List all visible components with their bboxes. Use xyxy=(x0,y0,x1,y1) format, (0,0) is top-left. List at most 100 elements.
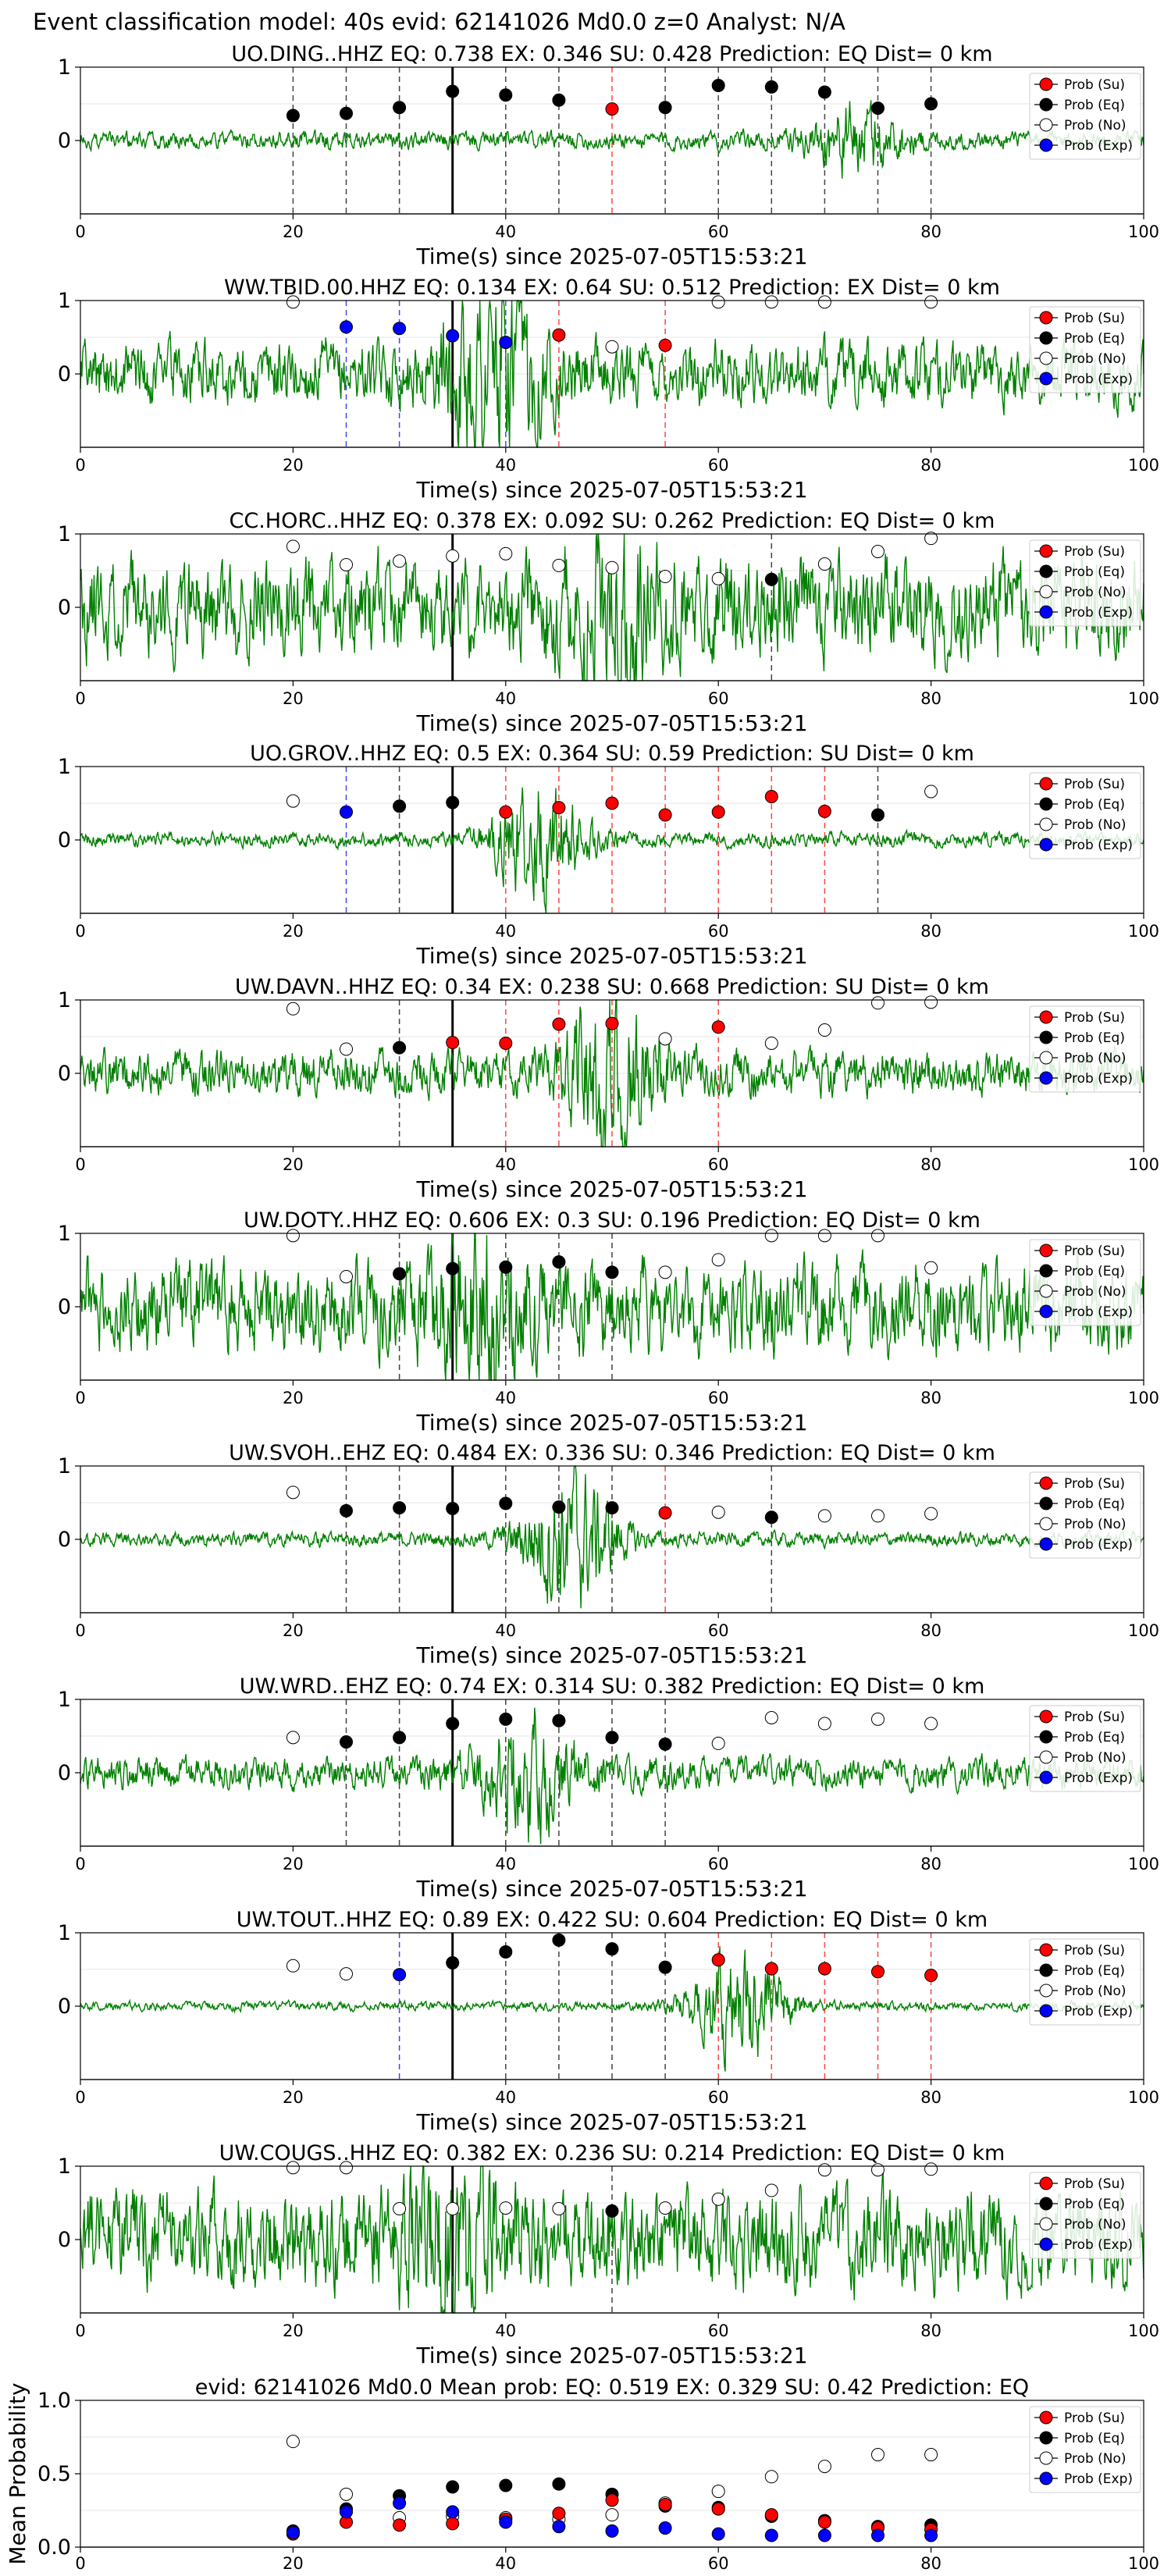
x-tick-label: 0 xyxy=(75,2088,85,2107)
prob-point-no xyxy=(764,1711,778,1724)
prob-point-eq xyxy=(446,1261,460,1276)
prob-point-no xyxy=(393,2202,407,2216)
prob-point-eq xyxy=(764,572,778,586)
prob-point-no xyxy=(552,558,566,572)
y-tick-label: 1 xyxy=(58,1921,71,1945)
prob-point-no xyxy=(658,1265,672,1279)
legend-marker-eq xyxy=(1039,1496,1053,1510)
prob-point-no xyxy=(499,2201,513,2215)
panel-title: UW.COUGS..HHZ EQ: 0.382 EX: 0.236 SU: 0.… xyxy=(219,2141,1005,2165)
x-tick-label: 60 xyxy=(708,1621,729,1640)
legend-label: Prob (Eq) xyxy=(1064,1496,1125,1512)
prob-point-eq xyxy=(446,1717,460,1731)
x-tick-label: 60 xyxy=(708,922,729,941)
prob-point-no xyxy=(871,1712,884,1726)
mean-point-exp xyxy=(499,2515,513,2529)
prob-point-no xyxy=(711,295,725,309)
y-tick-label: 0 xyxy=(58,129,71,153)
prob-point-no xyxy=(340,1269,353,1283)
prob-point-exp xyxy=(393,322,407,336)
legend-marker-exp xyxy=(1039,2471,1053,2485)
x-tick-label: 60 xyxy=(708,2322,729,2340)
x-tick-label: 40 xyxy=(495,1155,516,1174)
prob-point-no xyxy=(286,1002,300,1016)
prob-point-eq xyxy=(393,1731,407,1745)
prob-point-su xyxy=(711,1020,725,1034)
x-tick-label: 100 xyxy=(1128,1855,1159,1873)
legend-marker-exp xyxy=(1039,2237,1053,2251)
legend-label: Prob (No) xyxy=(1064,1984,1127,1999)
waveform-trace xyxy=(80,999,1144,1147)
prob-point-no xyxy=(286,794,300,808)
prob-point-no xyxy=(499,546,513,560)
legend-marker-eq xyxy=(1039,564,1053,578)
panel-title: UO.DING..HHZ EQ: 0.738 EX: 0.346 SU: 0.4… xyxy=(231,42,992,66)
prob-point-eq xyxy=(446,795,460,809)
prob-point-no xyxy=(924,532,938,546)
mean-point-no xyxy=(764,2470,778,2484)
legend-label: Prob (No) xyxy=(1064,1051,1127,1066)
legend-label: Prob (No) xyxy=(1064,817,1127,833)
prob-point-no xyxy=(286,295,300,309)
legend-label: Prob (Su) xyxy=(1064,1943,1125,1959)
mean-point-su xyxy=(711,2502,725,2516)
x-tick-label: 100 xyxy=(1128,222,1159,241)
prob-point-no xyxy=(871,1509,884,1523)
legend-marker-eq xyxy=(1039,2431,1053,2445)
panel-3: UO.GROV..HHZ EQ: 0.5 EX: 0.364 SU: 0.59 … xyxy=(58,742,1159,969)
waveform-trace xyxy=(80,1946,1144,2072)
x-tick-label: 60 xyxy=(708,689,729,708)
legend-marker-eq xyxy=(1039,1730,1053,1744)
legend-marker-su xyxy=(1039,1244,1053,1258)
panel-0: UO.DING..HHZ EQ: 0.738 EX: 0.346 SU: 0.4… xyxy=(58,42,1159,269)
legend-label: Prob (Su) xyxy=(1064,1244,1125,1259)
prob-point-su xyxy=(924,1969,938,1983)
prob-point-eq xyxy=(658,1960,672,1974)
prob-point-eq xyxy=(393,1041,407,1055)
x-tick-label: 60 xyxy=(708,2088,729,2107)
legend-label: Prob (Su) xyxy=(1064,544,1125,560)
mean-point-su xyxy=(446,2517,460,2531)
prob-point-eq xyxy=(552,1933,566,1947)
waveform-trace xyxy=(80,1707,1144,1845)
prob-point-eq xyxy=(658,101,672,115)
y-tick-label: 1 xyxy=(58,522,71,546)
x-tick-label: 40 xyxy=(495,1621,516,1640)
mean-point-exp xyxy=(393,2496,407,2510)
legend-label: Prob (Exp) xyxy=(1064,372,1133,387)
x-axis-label: Time(s) since 2025-07-05T15:53:21 xyxy=(415,1642,807,1668)
prob-point-eq xyxy=(499,1712,513,1726)
panel-title: UO.GROV..HHZ EQ: 0.5 EX: 0.364 SU: 0.59 … xyxy=(250,742,974,766)
mean-point-su xyxy=(552,2507,566,2521)
prob-point-su xyxy=(711,1953,725,1967)
y-tick-label: 1 xyxy=(58,55,71,80)
figure-title: Event classification model: 40s evid: 62… xyxy=(33,9,845,35)
x-tick-label: 20 xyxy=(283,222,304,241)
panels: UO.DING..HHZ EQ: 0.738 EX: 0.346 SU: 0.4… xyxy=(5,42,1159,2573)
panel-title: UW.TOUT..HHZ EQ: 0.89 EX: 0.422 SU: 0.60… xyxy=(237,1908,988,1932)
panel-title: UW.DOTY..HHZ EQ: 0.606 EX: 0.3 SU: 0.196… xyxy=(244,1208,981,1233)
legend-label: Prob (Su) xyxy=(1064,311,1125,326)
prob-point-su xyxy=(871,1965,884,1979)
prob-point-su xyxy=(552,328,566,342)
legend-marker-no xyxy=(1039,1284,1053,1298)
prob-point-exp xyxy=(340,320,353,334)
prob-point-no xyxy=(764,295,778,309)
legend-label: Prob (No) xyxy=(1064,585,1127,600)
prob-point-no xyxy=(286,2161,300,2175)
prob-point-eq xyxy=(393,799,407,813)
prob-point-no xyxy=(817,2163,831,2177)
waveform-trace xyxy=(80,100,1144,179)
y-tick-label: 0 xyxy=(58,1761,71,1785)
prob-point-eq xyxy=(871,808,884,822)
legend-label: Prob (Eq) xyxy=(1064,2197,1125,2212)
prob-point-no xyxy=(605,560,619,575)
prob-point-su xyxy=(552,1017,566,1031)
x-tick-label: 0 xyxy=(75,1155,85,1174)
mean-point-no xyxy=(871,2448,884,2462)
mean-point-exp xyxy=(286,2525,300,2539)
x-tick-label: 100 xyxy=(1128,2322,1159,2340)
prob-point-eq xyxy=(817,85,831,99)
x-axis-label: Time(s) since 2025-07-05T15:53:21 xyxy=(415,1876,807,1902)
legend-label: Prob (Eq) xyxy=(1064,2431,1125,2446)
